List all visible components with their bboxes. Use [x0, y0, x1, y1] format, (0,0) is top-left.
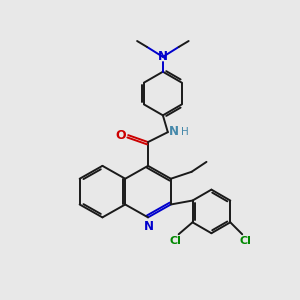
Text: O: O	[115, 129, 126, 142]
Text: N: N	[144, 220, 154, 233]
Text: Cl: Cl	[170, 236, 182, 246]
Text: H: H	[181, 127, 189, 137]
Text: N: N	[158, 50, 168, 63]
Text: Cl: Cl	[239, 236, 251, 246]
Text: N: N	[169, 125, 179, 138]
